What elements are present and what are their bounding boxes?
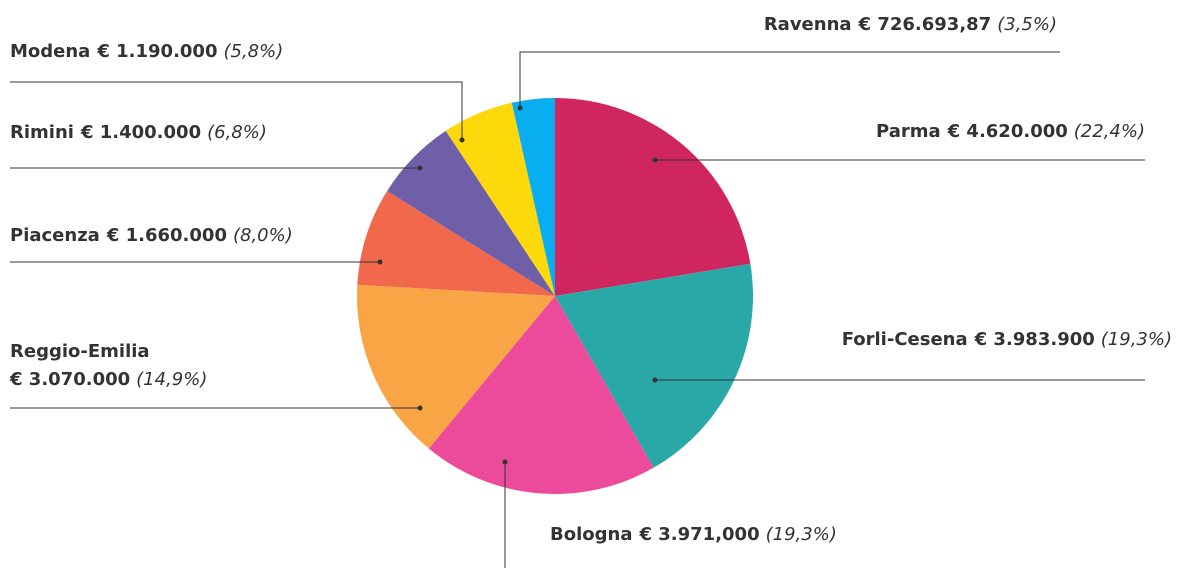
leader-dot	[459, 137, 465, 143]
label-amount: € 3.983.900	[974, 329, 1095, 350]
pie-slice	[357, 190, 555, 296]
leader-line	[10, 81, 463, 140]
label-amount: € 1.660.000	[106, 225, 227, 246]
label-amount: € 726.693,87	[858, 14, 992, 35]
slice-label: Parma € 4.620.000 (22,4%)	[876, 121, 1145, 142]
leader-dot	[417, 405, 423, 411]
label-name: Parma	[876, 121, 941, 142]
pie-slice	[387, 130, 555, 296]
leader-dot	[377, 259, 383, 265]
label-amount: € 1.190.000	[96, 41, 217, 62]
slice-label: Reggio-Emilia € 3.070.000 (14,9%)	[9, 341, 207, 390]
leader-dot	[502, 459, 508, 465]
pie-slice	[555, 263, 753, 468]
slice-label: Modena € 1.190.000 (5,8%)	[10, 41, 283, 62]
leader-dot	[517, 105, 523, 111]
slice-label: Rimini € 1.400.000 (6,8%)	[10, 122, 267, 143]
label-percent: (19,3%)	[766, 524, 837, 545]
slice-label: Forli-Cesena € 3.983.900 (19,3%)	[842, 329, 1172, 350]
label-name: Modena	[10, 41, 90, 62]
slice-label: Bologna € 3.971,000 (19,3%)	[550, 524, 837, 545]
label-percent: (5,8%)	[223, 41, 283, 62]
leader-line	[519, 51, 1060, 108]
label-amount: € 1.400.000	[80, 122, 201, 143]
label-name: Ravenna	[764, 14, 852, 35]
label-name: Forli-Cesena	[842, 329, 968, 350]
label-percent: (6,8%)	[207, 122, 267, 143]
label-amount: € 3.070.000	[9, 369, 130, 390]
slice-label: Ravenna € 726.693,87 (3,5%)	[764, 14, 1057, 35]
label-percent: (22,4%)	[1074, 121, 1145, 142]
label-name: Reggio-Emilia	[10, 341, 150, 362]
slice-label: Piacenza € 1.660.000 (8,0%)	[10, 225, 293, 246]
label-name: Bologna	[550, 524, 632, 545]
label-percent: (3,5%)	[997, 14, 1057, 35]
label-name: Rimini	[10, 122, 74, 143]
label-percent: (8,0%)	[233, 225, 293, 246]
label-percent: (14,9%)	[136, 369, 207, 390]
label-amount: € 3.971,000	[638, 524, 759, 545]
leader-dot	[417, 165, 423, 171]
leader-dot	[652, 377, 658, 383]
label-amount: € 4.620.000	[947, 121, 1068, 142]
pie-slice	[511, 98, 555, 296]
label-percent: (19,3%)	[1101, 329, 1172, 350]
pie-slice	[445, 102, 555, 296]
pie-slice	[555, 98, 751, 296]
pie-slice	[428, 296, 654, 494]
leader-dot	[652, 157, 658, 163]
label-name: Piacenza	[10, 225, 100, 246]
